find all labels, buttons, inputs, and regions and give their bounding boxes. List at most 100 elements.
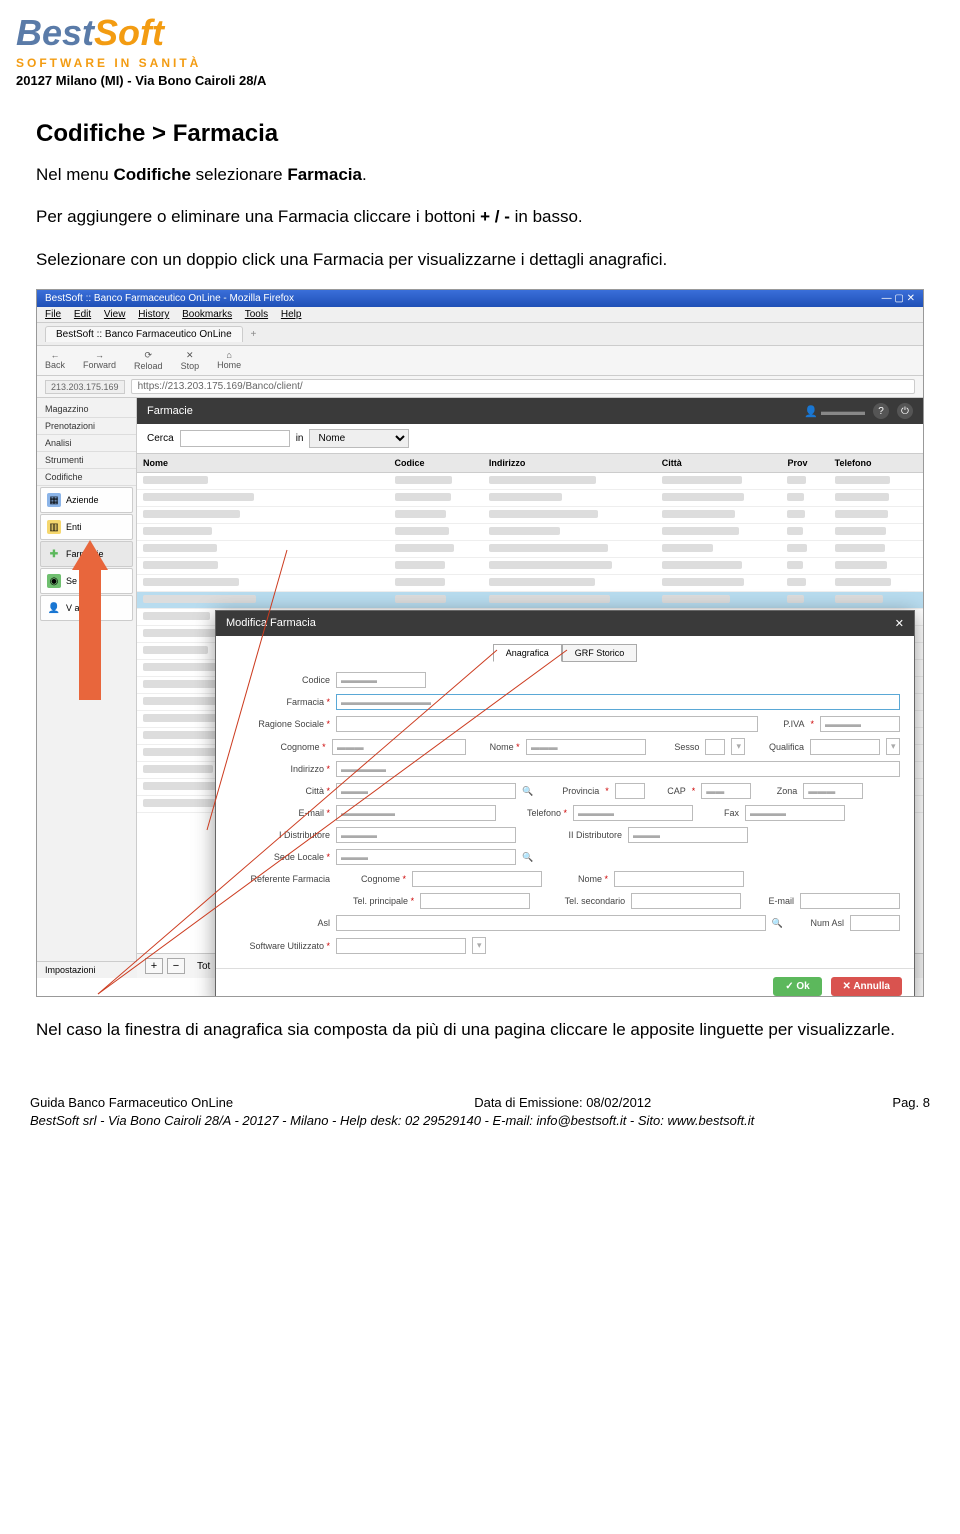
fax-input[interactable]	[745, 805, 845, 821]
browser-menu[interactable]: File Edit View History Bookmarks Tools H…	[37, 307, 923, 323]
user-icon: 👤 ▬▬▬▬	[804, 405, 865, 418]
tab-anagrafica[interactable]: Anagrafica	[493, 644, 562, 662]
tab-grf-storico[interactable]: GRF Storico	[562, 644, 638, 662]
col-prov[interactable]: Prov	[781, 454, 828, 473]
col-nome[interactable]: Nome	[137, 454, 389, 473]
sede-input[interactable]	[336, 849, 516, 865]
menu-view[interactable]: View	[104, 309, 126, 320]
search-input[interactable]	[180, 430, 290, 447]
ragione-input[interactable]	[336, 716, 758, 732]
table-row[interactable]	[137, 473, 923, 490]
cap-input[interactable]	[701, 783, 751, 799]
modal-modifica-farmacia: Modifica Farmacia ✕ AnagraficaGRF Storic…	[215, 610, 915, 997]
sidebar-bottom[interactable]: Impostazioni	[37, 961, 137, 978]
nav-back[interactable]: ←Back	[45, 350, 65, 371]
codice-input[interactable]	[336, 672, 426, 688]
indirizzo-input[interactable]	[336, 761, 900, 777]
menu-bookmarks[interactable]: Bookmarks	[182, 309, 232, 320]
url-input[interactable]: https://213.203.175.169/Banco/client/	[131, 379, 915, 394]
nav-home[interactable]: ⌂Home	[217, 350, 241, 371]
qualifica-dropdown-icon[interactable]: ▾	[886, 738, 900, 755]
search-row: Cerca in Nome	[137, 424, 923, 454]
sidebar-sub-enti[interactable]: ▥Enti	[40, 514, 133, 540]
sidebar-item-analisi[interactable]: Analisi	[37, 435, 136, 452]
modal-close-icon[interactable]: ✕	[895, 617, 904, 630]
new-tab-button[interactable]: +	[250, 329, 256, 340]
email-input[interactable]	[336, 805, 496, 821]
nome-input[interactable]	[526, 739, 646, 755]
search-icon-2[interactable]: 🔍	[522, 852, 533, 863]
search-field-select[interactable]: Nome	[309, 429, 409, 448]
search-in: in	[296, 433, 304, 444]
ok-button[interactable]: ✓ Ok	[773, 977, 822, 996]
footer-line2: BestSoft srl - Via Bono Cairoli 28/A - 2…	[30, 1113, 930, 1128]
ref-nome-input[interactable]	[614, 871, 744, 887]
menu-file[interactable]: File	[45, 309, 61, 320]
search-label: Cerca	[147, 433, 174, 444]
table-row[interactable]	[137, 490, 923, 507]
menu-help[interactable]: Help	[281, 309, 302, 320]
cognome-input[interactable]	[332, 739, 466, 755]
table-row[interactable]	[137, 507, 923, 524]
remove-button[interactable]: −	[167, 958, 185, 974]
piva-input[interactable]	[820, 716, 900, 732]
ref-cognome-input[interactable]	[412, 871, 542, 887]
sedi-icon: ◉	[47, 574, 61, 588]
col-indirizzo[interactable]: Indirizzo	[483, 454, 656, 473]
modal-tabs: AnagraficaGRF Storico	[216, 636, 914, 662]
sesso-input[interactable]	[705, 739, 725, 755]
cancel-button[interactable]: ✕ Annulla	[831, 977, 902, 996]
qualifica-input[interactable]	[810, 739, 880, 755]
sesso-dropdown-icon[interactable]: ▾	[731, 738, 745, 755]
aziende-icon: ▦	[47, 493, 61, 507]
table-row[interactable]	[137, 541, 923, 558]
help-icon[interactable]: ?	[873, 403, 889, 419]
sidebar-item-strumenti[interactable]: Strumenti	[37, 452, 136, 469]
sidebar-item-codifiche[interactable]: Codifiche	[37, 469, 136, 486]
dist1-input[interactable]	[336, 827, 516, 843]
col-citta[interactable]: Città	[656, 454, 782, 473]
menu-history[interactable]: History	[138, 309, 169, 320]
nav-forward[interactable]: →Forward	[83, 350, 116, 371]
col-codice[interactable]: Codice	[389, 454, 483, 473]
header-address: 20127 Milano (MI) - Via Bono Cairoli 28/…	[16, 73, 944, 88]
col-telefono[interactable]: Telefono	[829, 454, 923, 473]
software-input[interactable]	[336, 938, 466, 954]
sidebar-item-prenotazioni[interactable]: Prenotazioni	[37, 418, 136, 435]
window-controls[interactable]: — ▢ ✕	[882, 293, 915, 304]
browser-tab[interactable]: BestSoft :: Banco Farmaceutico OnLine	[45, 326, 243, 342]
paragraph-3: Selezionare con un doppio click una Farm…	[36, 247, 924, 273]
sidebar-sub-aziende[interactable]: ▦Aziende	[40, 487, 133, 513]
table-row[interactable]	[137, 558, 923, 575]
numasl-input[interactable]	[850, 915, 900, 931]
table-row[interactable]	[137, 524, 923, 541]
total-label: Tot	[197, 961, 210, 972]
search-icon[interactable]: 🔍	[522, 786, 533, 797]
nav-stop[interactable]: ✕Stop	[181, 350, 200, 371]
nav-reload[interactable]: ⟳Reload	[134, 350, 163, 371]
dist2-input[interactable]	[628, 827, 748, 843]
logo-soft: Soft	[94, 12, 164, 54]
telp-input[interactable]	[420, 893, 530, 909]
browser-titlebar: BestSoft :: Banco Farmaceutico OnLine - …	[37, 290, 923, 307]
search-icon-3[interactable]: 🔍	[772, 918, 783, 929]
table-row[interactable]	[137, 575, 923, 592]
tels-input[interactable]	[631, 893, 741, 909]
asl-input[interactable]	[336, 915, 766, 931]
sidebar-item-magazzino[interactable]: Magazzino	[37, 401, 136, 418]
menu-tools[interactable]: Tools	[245, 309, 268, 320]
paragraph-1: Nel menu Codifiche selezionare Farmacia.	[36, 162, 924, 188]
logout-icon[interactable]: ⏻	[897, 403, 913, 419]
ref-email-input[interactable]	[800, 893, 900, 909]
logo-best: Best	[16, 12, 94, 54]
menu-edit[interactable]: Edit	[74, 309, 91, 320]
provincia-input[interactable]	[615, 783, 645, 799]
table-row[interactable]	[137, 592, 923, 609]
add-button[interactable]: +	[145, 958, 163, 974]
farmacia-input[interactable]	[336, 694, 900, 710]
software-dropdown-icon[interactable]: ▾	[472, 937, 486, 954]
zona-input[interactable]	[803, 783, 863, 799]
citta-input[interactable]	[336, 783, 516, 799]
main-titlebar: Farmacie 👤 ▬▬▬▬ ? ⏻	[137, 398, 923, 424]
telefono-input[interactable]	[573, 805, 693, 821]
